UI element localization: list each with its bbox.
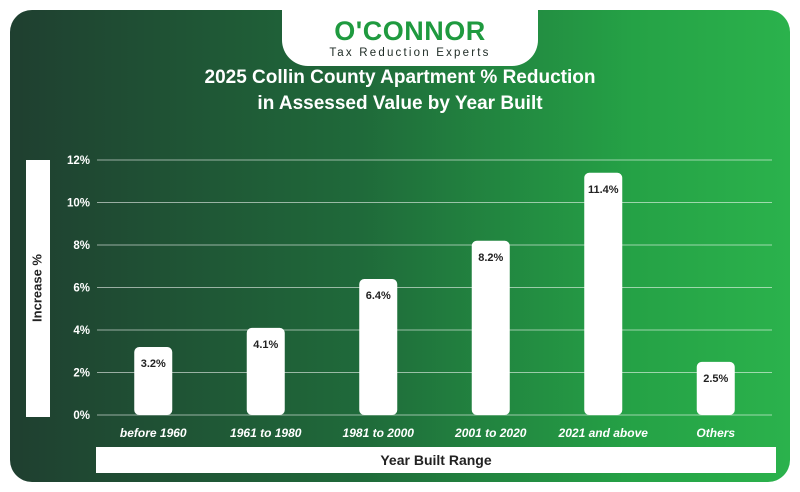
x-tick-label: before 1960 [120, 426, 187, 440]
bar [696, 361, 735, 415]
y-tick-label: 0% [73, 410, 90, 422]
bar [471, 240, 510, 415]
logo-tagline: Tax Reduction Experts [329, 47, 491, 59]
y-axis-label-box [26, 160, 50, 417]
bar [584, 172, 623, 415]
y-tick-label: 6% [73, 283, 90, 295]
data-label: 8.2% [478, 252, 503, 264]
logo: O'CONNOR Tax Reduction Experts [282, 10, 538, 66]
chart-title-line-2: in Assessed Value by Year Built [257, 93, 543, 114]
bar [359, 279, 398, 415]
y-tick-label: 8% [73, 240, 90, 252]
y-tick-label: 12% [67, 155, 90, 167]
y-tick-label: 2% [73, 368, 90, 380]
data-label: 4.1% [253, 339, 278, 351]
x-tick-label: 1961 to 1980 [230, 426, 302, 440]
bar [246, 327, 285, 415]
x-tick-label: Others [696, 426, 735, 440]
y-tick-label: 4% [73, 325, 90, 337]
bar [134, 347, 173, 415]
x-tick-label: 2001 to 2020 [454, 426, 527, 440]
data-label: 11.4% [588, 184, 619, 196]
y-tick-label: 10% [67, 198, 90, 210]
x-axis-label: Year Built Range [96, 447, 776, 473]
x-tick-label: 2021 and above [558, 426, 649, 440]
logo-wordmark: O'CONNOR [334, 16, 486, 46]
data-label: 3.2% [141, 358, 166, 370]
x-tick-label: 1981 to 2000 [343, 426, 415, 440]
chart-title-line-1: 2025 Collin County Apartment % Reduction [204, 67, 596, 88]
data-label: 6.4% [366, 290, 391, 302]
data-label: 2.5% [703, 373, 728, 385]
